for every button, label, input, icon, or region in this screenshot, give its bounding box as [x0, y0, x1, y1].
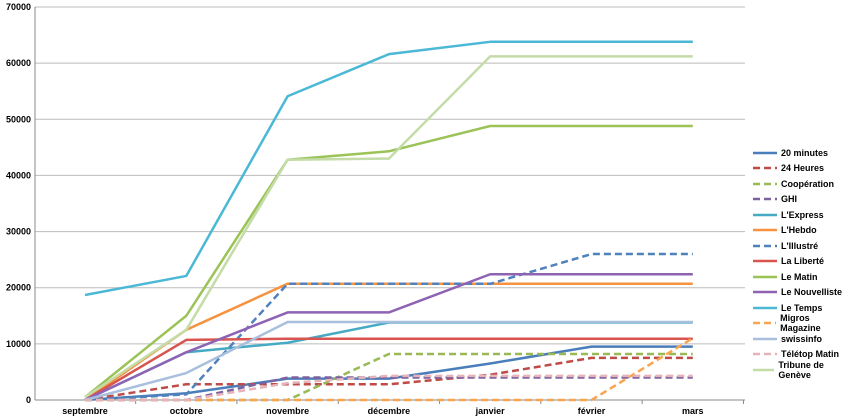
legend: 20 minutes 24 Heures Coopération GHI L'Expre… [753, 145, 850, 380]
legend-swatch [753, 260, 777, 263]
y-tick-label: 10000 [6, 339, 31, 349]
legend-label: 20 minutes [781, 147, 829, 158]
legend-swatch [753, 198, 777, 201]
legend-swatch [753, 167, 777, 170]
legend-swatch [753, 229, 777, 232]
legend-label: L'Hebdo [781, 225, 817, 236]
y-tick-label: 60000 [6, 58, 31, 68]
y-tick-label: 20000 [6, 283, 31, 293]
x-tick-label: décembre [368, 406, 411, 416]
series-line-le-temps [84, 40, 693, 297]
legend-item: L'Illustré [753, 238, 850, 254]
series-line-swissinfo [84, 320, 693, 402]
series-line-l-express [84, 321, 693, 402]
legend-swatch [753, 368, 775, 371]
series-line-le-nouvelliste [84, 272, 693, 402]
legend-item: 20 minutes [753, 145, 850, 161]
legend-label: Le Matin [781, 271, 818, 282]
legend-label: 24 Heures [781, 163, 825, 174]
series-line-tribune-de-gen-ve [84, 55, 693, 399]
legend-label: Migros Magazine [780, 313, 821, 334]
x-tick-label: mars [682, 406, 704, 416]
x-tick-label: janvier [475, 406, 506, 416]
y-tick-label: 50000 [6, 114, 31, 124]
legend-item: 24 Heures [753, 161, 850, 177]
series-line-ghi [85, 376, 693, 402]
y-tick-label: 70000 [6, 2, 31, 12]
legend-item: Télétop Matin [753, 347, 850, 363]
legend-item: Tribune de Genève [753, 359, 850, 380]
legend-swatch [753, 275, 777, 278]
series-line-l-hebdo [84, 282, 693, 402]
y-tick-label: 30000 [6, 227, 31, 237]
legend-swatch [753, 337, 777, 340]
legend-item: GHI [753, 192, 850, 208]
legend-label: L'Illustré [781, 240, 819, 251]
series-line-le-matin [84, 124, 693, 399]
legend-swatch [753, 182, 777, 185]
legend-swatch [753, 244, 777, 247]
x-tick-label: octobre [170, 406, 203, 416]
legend-item: Le Matin [753, 269, 850, 285]
legend-label: L'Express [781, 209, 824, 220]
x-tick-label: septembre [62, 406, 108, 416]
legend-label: La Liberté [781, 256, 825, 267]
legend-item: swissinfo [753, 331, 850, 347]
y-tick-label: 40000 [6, 170, 31, 180]
legend-swatch [753, 322, 777, 325]
legend-item: Le Nouvelliste [753, 285, 850, 301]
legend-swatch [753, 306, 777, 309]
legend-label: Le Temps [781, 302, 823, 313]
x-tick-label: novembre [266, 406, 309, 416]
legend-label: Tribune de Genève [778, 359, 824, 380]
series-line-t-l-top-matin [85, 374, 693, 402]
legend-label: Le Nouvelliste [781, 287, 843, 298]
legend-item: L'Hebdo [753, 223, 850, 239]
legend-swatch [753, 353, 777, 356]
legend-item: L'Express [753, 207, 850, 223]
legend-swatch [753, 151, 777, 154]
legend-label: Télétop Matin [781, 349, 839, 360]
series-line-l-illustr- [84, 252, 693, 402]
legend-label: GHI [781, 194, 798, 205]
legend-label: swissinfo [781, 333, 823, 344]
legend-item: Le Temps [753, 300, 850, 316]
y-tick-label: 0 [26, 395, 31, 405]
x-tick-label: février [578, 406, 606, 416]
legend-item: La Liberté [753, 254, 850, 270]
legend-item: Migros Magazine [753, 313, 850, 334]
legend-item: Coopération [753, 176, 850, 192]
series-line-la-libert- [84, 337, 693, 402]
legend-label: Coopération [781, 178, 834, 189]
series-line-24-heures [84, 356, 693, 402]
legend-swatch [753, 213, 777, 216]
legend-swatch [753, 291, 777, 294]
